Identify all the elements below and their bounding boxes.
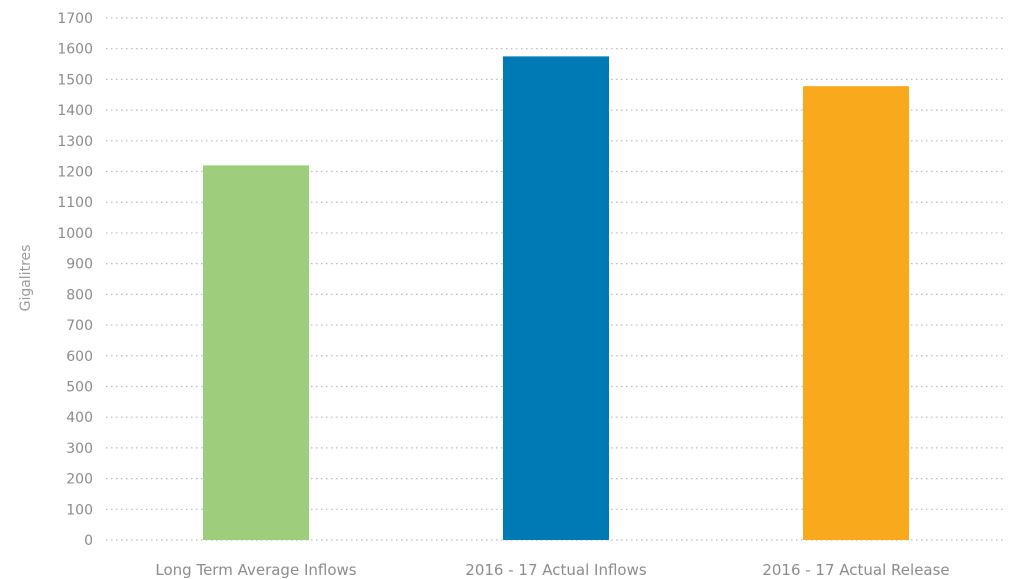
bar-0 — [203, 165, 309, 540]
y-tick-label: 300 — [66, 441, 93, 457]
y-tick-label: 400 — [66, 410, 93, 426]
y-tick-label: 1500 — [57, 72, 93, 88]
y-tick-label: 1600 — [57, 42, 93, 58]
y-tick-label: 900 — [66, 257, 93, 273]
category-label: 2016 - 17 Actual Inflows — [465, 561, 647, 579]
y-tick-label: 1200 — [57, 165, 93, 181]
y-tick-label: 1100 — [57, 195, 93, 211]
y-tick-label: 0 — [84, 533, 93, 549]
y-tick-label: 100 — [66, 502, 93, 518]
y-tick-label: 500 — [66, 379, 93, 395]
bar-1 — [503, 56, 609, 540]
y-tick-label: 600 — [66, 349, 93, 365]
y-tick-label: 1300 — [57, 134, 93, 150]
bars — [203, 56, 909, 541]
y-tick-label: 1000 — [57, 226, 93, 242]
y-tick-label: 1400 — [57, 103, 93, 119]
y-tick-label: 700 — [66, 318, 93, 334]
category-label: 2016 - 17 Actual Release — [762, 561, 949, 579]
y-tick-labels: 0 100 200 300 400 500 600 700 800 900 1000 1100 1200… — [57, 11, 93, 549]
y-axis-title: Gigalitres — [18, 245, 34, 312]
y-tick-label: 1700 — [57, 11, 93, 27]
category-labels: Long Term Average Inflows 2016 - 17 Actua… — [155, 561, 949, 579]
y-tick-label: 200 — [66, 472, 93, 488]
category-label: Long Term Average Inflows — [155, 561, 356, 579]
bar-2 — [803, 86, 909, 541]
y-tick-label: 800 — [66, 287, 93, 303]
